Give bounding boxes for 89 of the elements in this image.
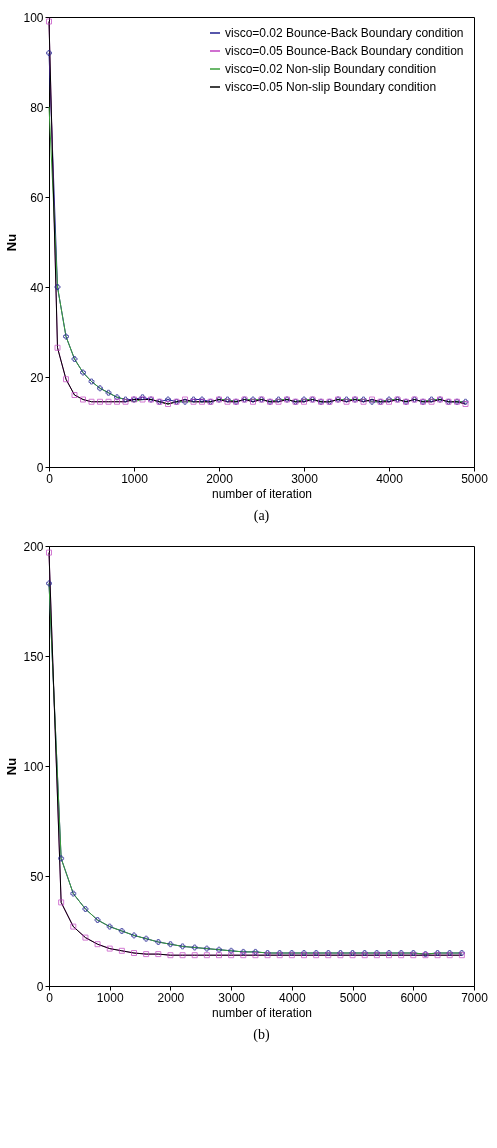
text: (b) <box>253 1027 270 1043</box>
y-axis-title: Nu <box>4 757 20 776</box>
x-tick-label: 3000 <box>291 471 319 486</box>
point <box>106 923 113 930</box>
y-tick-label: 0 <box>36 460 44 475</box>
x-tick-label: 0 <box>46 471 54 486</box>
y-tick-label: 0 <box>36 979 44 994</box>
point <box>155 951 162 958</box>
point <box>82 934 89 941</box>
point <box>114 398 120 405</box>
point <box>165 396 171 403</box>
point <box>46 18 52 25</box>
legend-label: visco=0.02 Non-slip Boundary condition <box>225 62 437 76</box>
x-tick-label: 5000 <box>461 471 489 486</box>
point <box>179 952 186 959</box>
x-tick-label: 4000 <box>279 990 307 1005</box>
point <box>82 906 89 912</box>
point <box>114 394 120 401</box>
x-axis-title: number of iteration <box>211 486 313 501</box>
legend-label: visco=0.02 Bounce-Back Boundary condition <box>225 26 464 40</box>
point <box>203 952 210 959</box>
point <box>88 378 95 385</box>
y-tick-label: 100 <box>23 759 44 774</box>
point <box>71 392 78 398</box>
point <box>143 951 150 958</box>
legend-label: visco=0.05 Non-slip Boundary condition <box>225 80 437 94</box>
point <box>63 333 69 340</box>
text: (a) <box>253 508 270 524</box>
x-tick-label: 1000 <box>121 471 149 486</box>
point <box>70 890 77 897</box>
legend-label: visco=0.05 Bounce-Back Boundary condition <box>225 44 464 58</box>
point <box>94 941 101 948</box>
point <box>252 952 259 959</box>
y-tick-label: 20 <box>30 370 44 385</box>
x-tick-label: 0 <box>46 990 54 1005</box>
x-tick-label: 3000 <box>218 990 246 1005</box>
point <box>155 939 162 945</box>
point <box>252 948 259 955</box>
y-tick-label: 50 <box>30 869 44 884</box>
point <box>143 935 150 942</box>
y-tick-label: 200 <box>23 539 44 554</box>
point <box>46 549 52 556</box>
point <box>70 923 77 930</box>
point <box>97 398 103 405</box>
y-axis-title: Nu <box>4 233 20 252</box>
point <box>216 952 222 959</box>
y-tick-label: 150 <box>23 649 44 664</box>
point <box>179 943 186 950</box>
x-tick-label: 6000 <box>400 990 428 1005</box>
point <box>80 369 86 376</box>
x-axis-title: number of iteration <box>211 1005 313 1020</box>
x-tick-label: 2000 <box>206 471 234 486</box>
point <box>105 398 112 405</box>
point <box>46 580 52 587</box>
x-tick-label: 7000 <box>461 990 489 1005</box>
y-tick-label: 80 <box>30 100 44 115</box>
point <box>203 945 210 952</box>
point <box>118 928 125 934</box>
point <box>228 947 235 954</box>
point <box>106 945 113 952</box>
point <box>46 50 52 56</box>
point <box>58 855 65 862</box>
x-tick-label: 2000 <box>157 990 185 1005</box>
x-tick-label: 5000 <box>339 990 367 1005</box>
point <box>131 932 137 939</box>
point <box>105 389 112 396</box>
point <box>216 946 222 953</box>
point <box>54 344 61 351</box>
point <box>191 952 198 959</box>
point <box>63 376 69 383</box>
x-tick-label: 4000 <box>376 471 404 486</box>
y-tick-label: 60 <box>30 190 44 205</box>
point <box>80 396 86 403</box>
point <box>240 948 247 955</box>
point <box>228 952 235 959</box>
point <box>58 899 65 906</box>
point <box>167 941 174 948</box>
x-tick-label: 1000 <box>96 990 124 1005</box>
point <box>97 385 103 392</box>
point <box>71 356 78 362</box>
point <box>167 952 174 959</box>
point <box>240 952 247 959</box>
point <box>88 398 95 405</box>
y-tick-label: 40 <box>30 280 44 295</box>
point <box>54 284 61 290</box>
y-tick-label: 100 <box>23 10 44 25</box>
point <box>94 917 101 923</box>
point <box>118 947 125 954</box>
point <box>191 944 198 951</box>
